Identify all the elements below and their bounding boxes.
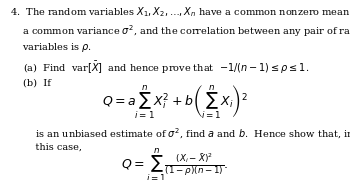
Text: (a)  Find  var$[\bar{X}]$  and hence prove that  $-1/(n-1) \leq \rho \leq 1$.: (a) Find var$[\bar{X}]$ and hence prove …	[23, 60, 309, 76]
Text: this case,: this case,	[23, 143, 82, 152]
Text: variables is $\rho$.: variables is $\rho$.	[10, 41, 93, 54]
Text: a common variance $\sigma^2$, and the correlation between any pair of random: a common variance $\sigma^2$, and the co…	[10, 23, 350, 39]
Text: is an unbiased estimate of $\sigma^2$, find $a$ and $b$.  Hence show that, in: is an unbiased estimate of $\sigma^2$, f…	[23, 127, 350, 141]
Text: 4.  The random variables $X_1, X_2, \ldots, X_n$ have a common nonzero mean $\mu: 4. The random variables $X_1, X_2, \ldot…	[10, 5, 350, 19]
Text: (b)  If: (b) If	[23, 78, 51, 87]
Text: $Q = \sum_{i=1}^{n} \frac{(X_i - \bar{X})^2}{(1-\rho)(n-1)}.$: $Q = \sum_{i=1}^{n} \frac{(X_i - \bar{X}…	[121, 146, 229, 180]
Text: $Q = a\sum_{i=1}^{n} X_i^2 + b\left(\sum_{i=1}^{n} X_i\right)^{2}$: $Q = a\sum_{i=1}^{n} X_i^2 + b\left(\sum…	[102, 84, 248, 122]
